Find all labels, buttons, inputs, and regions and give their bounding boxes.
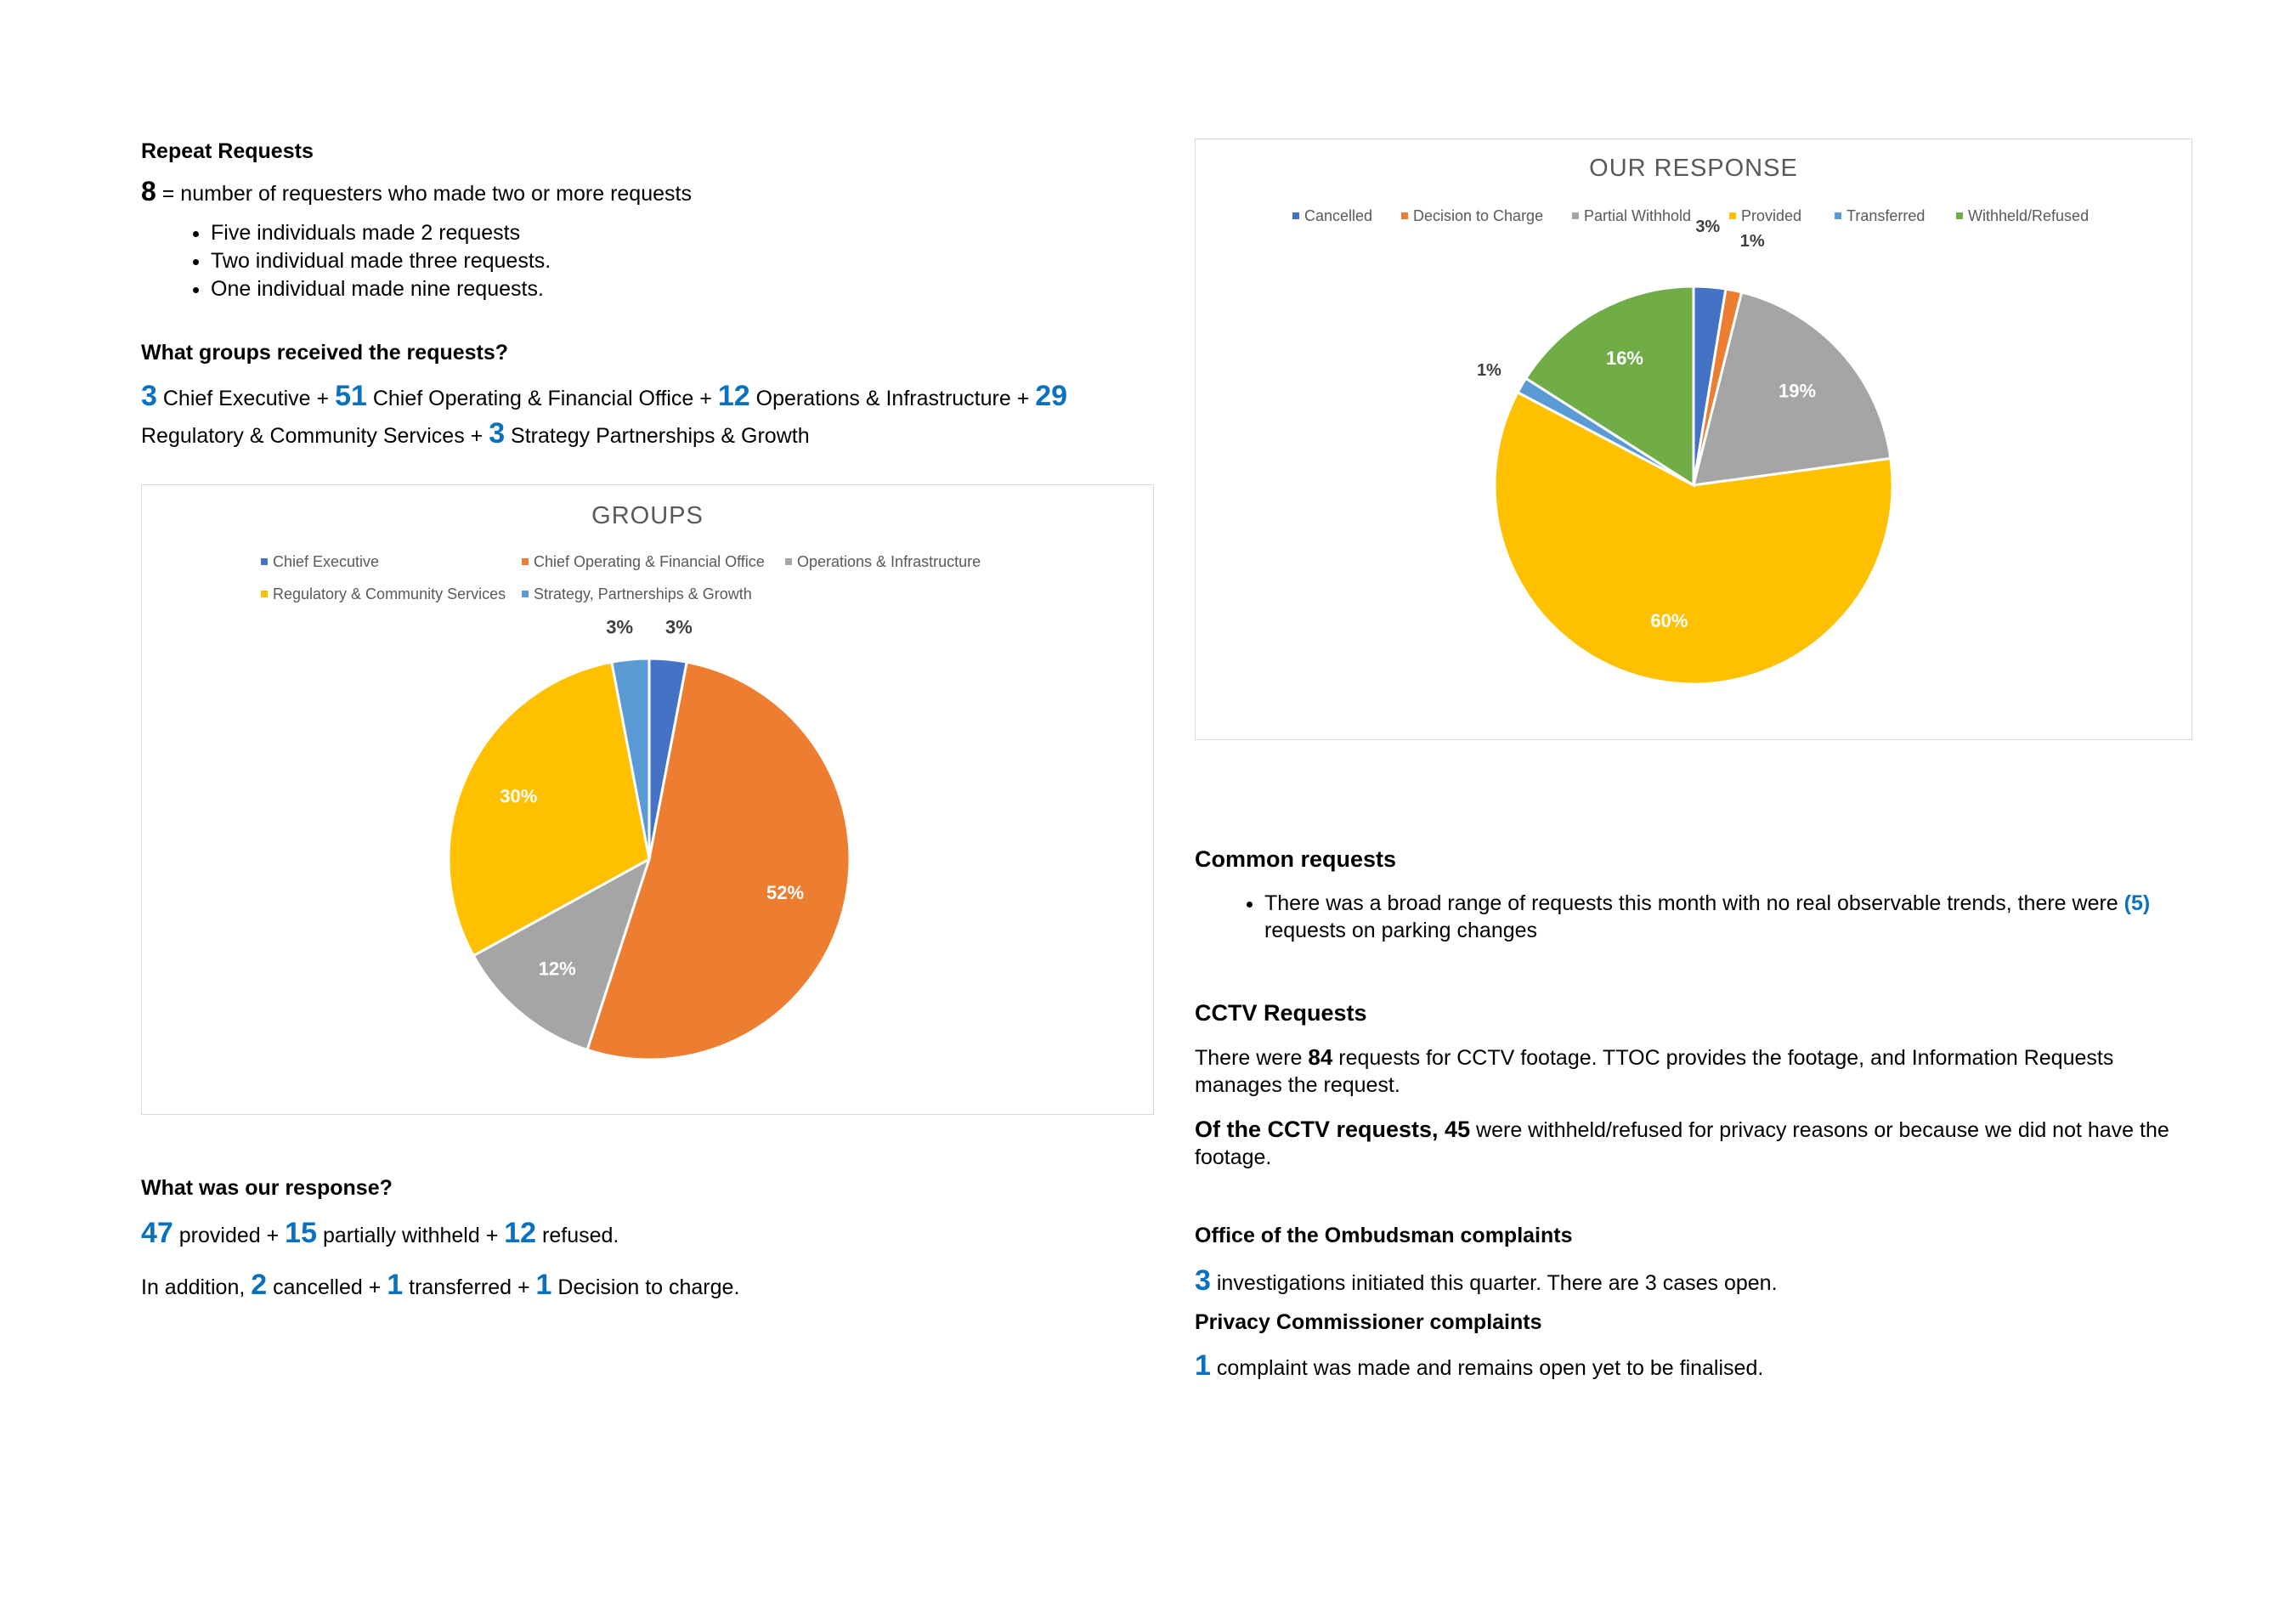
ombudsman-count: 3 [1195, 1264, 1211, 1297]
response-count: 2 [251, 1269, 268, 1301]
response-label: cancelled + [267, 1275, 387, 1299]
data-label-decision-to-charge: 1% [1740, 232, 1765, 251]
data-label-transferred: 1% [1477, 361, 1501, 380]
data-label-strategy-partnerships-growth: 3% [606, 617, 633, 638]
ombudsman-summary: 3 investigations initiated this quarter.… [1195, 1264, 1778, 1297]
left-column: Repeat Requests 8 = number of requesters… [141, 136, 1152, 454]
repeat-requesters-count: 8 [141, 176, 156, 206]
repeat-requests-heading: Repeat Requests [141, 139, 314, 163]
pie-slice-partial-withhold [1692, 291, 1892, 487]
group-count: 12 [717, 380, 750, 412]
common-requests-heading: Common requests [1195, 846, 1397, 872]
groups-chart-title: GROUPS [591, 502, 704, 529]
response-label: refused. [536, 1224, 619, 1247]
legend-item-strategy: Strategy, Partnerships & Growth [522, 585, 752, 603]
response-count: 1 [535, 1269, 552, 1301]
response-label: partially withheld + [317, 1224, 505, 1247]
group-count: 3 [489, 417, 506, 450]
group-label: Strategy Partnerships & Growth [505, 424, 810, 448]
cctv-paragraph-1: There were 84 requests for CCTV footage.… [1195, 1044, 2114, 1097]
legend-item-regulatory: Regulatory & Community Services [261, 585, 506, 603]
cctv-paragraph-2: Of the CCTV requests, 45 were withheld/r… [1195, 1117, 2169, 1169]
repeat-requests-list: Five individuals made 2 requests Two ind… [141, 219, 1152, 303]
legend-item-withheld-refused: Withheld/Refused [1956, 207, 2089, 225]
repeat-requesters-text: = number of requesters who made two or m… [156, 182, 692, 206]
pie-slice-provided [1493, 390, 1894, 686]
group-count: 51 [335, 380, 367, 412]
response-count: 1 [387, 1269, 404, 1301]
data-label-cancelled: 3% [1695, 218, 1720, 236]
ombudsman-heading: Office of the Ombudsman complaints [1195, 1224, 1573, 1247]
data-label-operations-infrastructure: 12% [539, 959, 576, 980]
data-label-chief-executive: 3% [665, 617, 693, 638]
group-count: 3 [141, 380, 157, 412]
pie-slice-strategy-partnerships-growth [610, 657, 651, 860]
response-additional: In addition, 2 cancelled + 1 transferred… [141, 1268, 1152, 1304]
data-label-partial-withhold: 19% [1779, 381, 1816, 402]
response-count: 15 [285, 1217, 317, 1249]
legend-item-transferred: Transferred [1835, 207, 1925, 225]
legend-item-chief-executive: Chief Executive [261, 553, 379, 571]
group-label: Operations & Infrastructure + [749, 387, 1036, 410]
response-section: What was our response? 47 provided + 15 … [141, 1176, 1152, 1304]
groups-pie: 3% 52% 12% 30% 3% [447, 617, 851, 1061]
group-label: Chief Executive + [156, 387, 336, 410]
legend-item-provided: Provided [1729, 207, 1801, 225]
cctv-heading: CCTV Requests [1195, 1000, 1367, 1026]
pie-slice-withheld-refused [1524, 285, 1695, 488]
response-pie: 3% 1% 19% 60% 1% 16% [1477, 218, 1894, 686]
legend-item-chief-operating: Chief Operating & Financial Office [522, 553, 765, 571]
privacy-heading: Privacy Commissioner complaints [1195, 1310, 1542, 1334]
list-item: Two individual made three requests. [211, 247, 1152, 275]
groups-chart: GROUPS Chief Executive Chief Operating &… [141, 484, 1154, 1115]
data-label-regulatory-community-services: 30% [500, 785, 537, 806]
list-item: Five individuals made 2 requests [211, 219, 1152, 247]
response-label: provided + [172, 1224, 286, 1247]
pie-slice-chief-operating-financial-office [585, 660, 851, 1061]
list-item: There was a broad range of requests this… [1264, 890, 2191, 944]
group-label: Chief Operating & Financial Office + [366, 387, 718, 410]
response-label: transferred + [403, 1275, 536, 1299]
response-heading: What was our response? [141, 1176, 393, 1200]
right-column: Common requests There was a broad range … [1195, 846, 2191, 1385]
response-count: 12 [504, 1217, 537, 1249]
privacy-count: 1 [1195, 1349, 1211, 1382]
data-label-withheld-refused: 16% [1606, 348, 1643, 369]
response-count: 47 [141, 1217, 173, 1249]
pie-slice-operations-infrastructure [472, 856, 652, 1052]
common-requests-list: There was a broad range of requests this… [1195, 890, 2191, 944]
privacy-summary: 1 complaint was made and remains open ye… [1195, 1349, 1764, 1382]
legend-item-decision-to-charge: Decision to Charge [1401, 207, 1543, 225]
groups-summary: 3 Chief Executive + 51 Chief Operating &… [141, 379, 1152, 454]
repeat-requests-summary: 8 = number of requesters who made two or… [141, 174, 1152, 211]
response-label: Decision to charge. [551, 1275, 740, 1299]
parking-requests-count: (5) [2124, 891, 2151, 915]
pie-slice-regulatory-community-services [447, 660, 651, 958]
legend-item-cancelled: Cancelled [1292, 207, 1372, 225]
group-label: Regulatory & Community Services + [141, 424, 489, 448]
response-summary: 47 provided + 15 partially withheld + 12… [141, 1216, 1152, 1253]
response-chart: OUR RESPONSE Cancelled Decision to Charg… [1195, 139, 2192, 740]
data-label-chief-operating-financial-office: 52% [766, 882, 804, 903]
data-label-provided: 60% [1650, 610, 1688, 631]
response-chart-legend: Cancelled Decision to Charge Partial Wit… [1196, 139, 2191, 739]
list-item: One individual made nine requests. [211, 275, 1152, 303]
cctv-withheld-count: 45 [1445, 1117, 1471, 1142]
response-prefix: In addition, [141, 1275, 252, 1299]
cctv-requests-count: 84 [1308, 1044, 1333, 1070]
group-count: 29 [1035, 380, 1068, 412]
groups-heading: What groups received the requests? [141, 341, 509, 365]
response-chart-title: OUR RESPONSE [1589, 155, 1798, 182]
legend-item-operations: Operations & Infrastructure [785, 553, 981, 571]
groups-chart-legend: Chief Executive Chief Operating & Financ… [142, 485, 1153, 1114]
legend-item-partial-withhold: Partial Withhold [1572, 207, 1691, 225]
